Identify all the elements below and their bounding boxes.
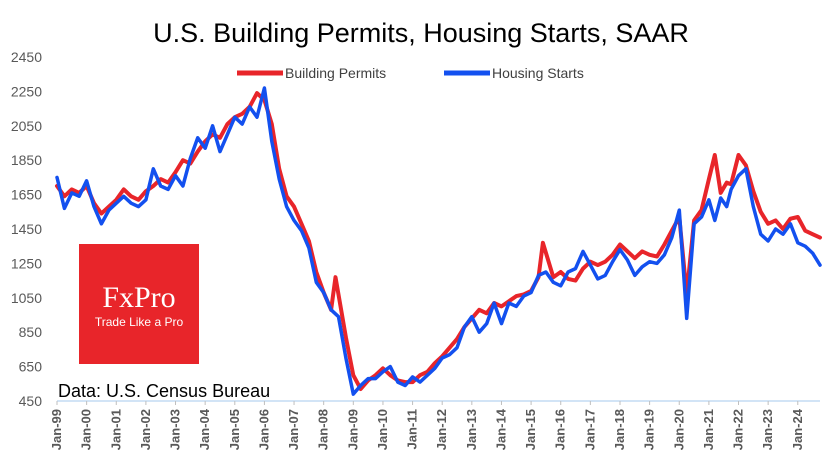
x-tick-label: Jan-04	[197, 408, 212, 450]
x-tick-label: Jan-19	[642, 409, 657, 450]
x-tick-label: Jan-21	[701, 409, 716, 450]
x-tick-label: Jan-22	[731, 409, 746, 450]
x-tick-label: Jan-05	[227, 409, 242, 450]
x-axis: Jan-99 Jan-00 Jan-01 Jan-02 Jan-03 Jan-04 Jan-…	[49, 401, 805, 450]
x-tick-label: Jan-20	[671, 409, 686, 450]
y-tick-label: 850	[19, 324, 43, 340]
source-note: Data: U.S. Census Bureau	[58, 381, 270, 401]
x-tick-label: Jan-09	[345, 409, 360, 450]
logo-background	[79, 244, 199, 364]
legend-label-housing-starts: Housing Starts	[492, 65, 584, 81]
x-tick-label: Jan-03	[168, 409, 183, 450]
x-tick-label: Jan-00	[79, 409, 94, 450]
x-tick-label: Jan-02	[138, 409, 153, 450]
y-axis: 450 650 850 1050 1250 1450 1650 1850 2050 2250 245…	[11, 49, 820, 409]
x-tick-label: Jan-10	[375, 409, 390, 450]
x-tick-label: Jan-15	[523, 409, 538, 450]
y-tick-label: 1850	[11, 152, 42, 168]
chart-title: U.S. Building Permits, Housing Starts, S…	[153, 18, 689, 48]
logo-brand: FxPro	[102, 281, 175, 314]
x-tick-label: Jan-11	[405, 409, 420, 449]
legend-item-building-permits: Building Permits	[237, 65, 386, 81]
y-tick-label: 650	[19, 359, 43, 375]
x-tick-label: Jan-16	[553, 409, 568, 450]
x-tick-label: Jan-08	[316, 409, 331, 450]
logo-tagline: Trade Like a Pro	[95, 315, 184, 329]
legend: Building Permits Housing Starts	[237, 65, 584, 81]
series-line-housing-starts	[55, 86, 822, 396]
x-tick-label: Jan-07	[286, 409, 301, 450]
x-tick-label: Jan-18	[612, 409, 627, 450]
legend-label-building-permits: Building Permits	[285, 65, 386, 81]
y-tick-label: 2450	[11, 49, 42, 65]
x-tick-label: Jan-99	[49, 409, 64, 450]
y-tick-label: 1650	[11, 187, 42, 203]
x-tick-label: Jan-24	[790, 408, 805, 450]
x-tick-label: Jan-12	[434, 409, 449, 450]
y-tick-label: 450	[19, 393, 43, 409]
fxpro-logo: FxPro Trade Like a Pro	[79, 244, 199, 364]
x-tick-label: Jan-01	[108, 409, 123, 450]
y-tick-label: 1050	[11, 290, 42, 306]
series-layer	[55, 86, 822, 396]
legend-item-housing-starts: Housing Starts	[444, 65, 584, 81]
x-tick-label: Jan-23	[760, 409, 775, 450]
x-tick-label: Jan-17	[582, 409, 597, 450]
y-tick-label: 1450	[11, 221, 42, 237]
y-tick-label: 2250	[11, 83, 42, 99]
x-tick-label: Jan-14	[493, 408, 508, 450]
x-tick-label: Jan-13	[464, 409, 479, 450]
x-tick-label: Jan-06	[256, 409, 271, 450]
y-tick-label: 1250	[11, 255, 42, 271]
y-tick-label: 2050	[11, 118, 42, 134]
